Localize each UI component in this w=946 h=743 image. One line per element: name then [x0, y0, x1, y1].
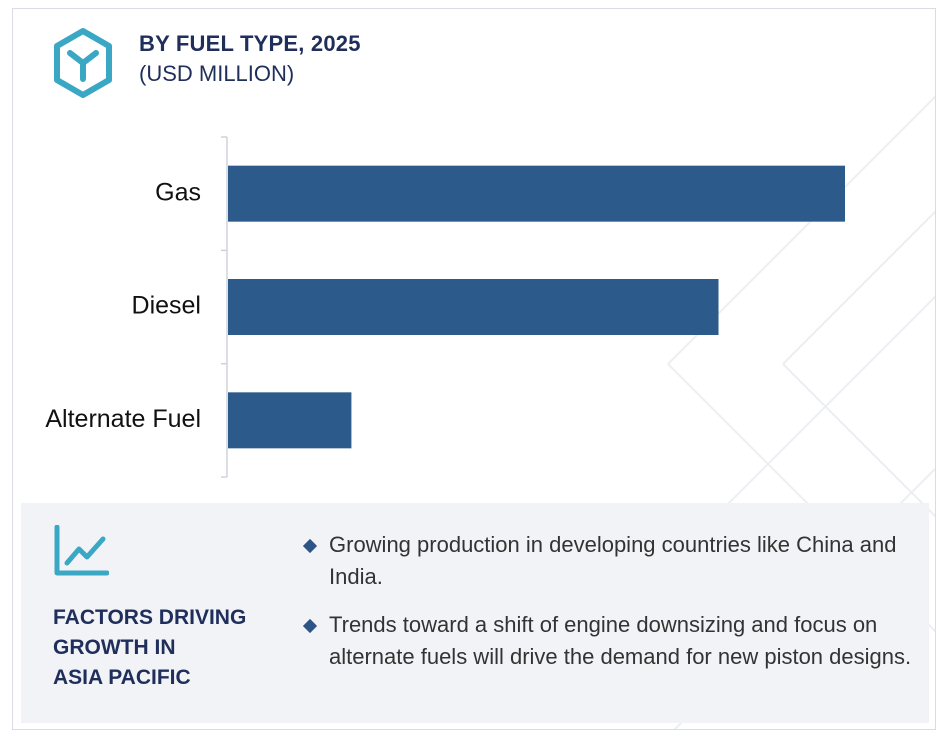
diamond-bullet-icon [302, 538, 318, 554]
bar-chart: Gas Diesel Alternate Fuel [45, 136, 845, 478]
bullet-text: Growing production in developing countri… [329, 532, 897, 589]
category-label: Gas [155, 178, 201, 206]
trend-line-chart-icon [54, 525, 109, 576]
factors-panel: FACTORS DRIVING GROWTH IN ASIA PACIFIC G… [21, 503, 929, 723]
factors-heading-line: ASIA PACIFIC [53, 666, 191, 689]
bullet-item: Trends toward a shift of engine downsizi… [299, 609, 914, 673]
chart-title: BY FUEL TYPE, 2025 [139, 31, 361, 56]
category-label: Alternate Fuel [45, 405, 201, 433]
factors-bullet-list: Growing production in developing countri… [299, 529, 914, 689]
chart-subtitle: (USD MILLION) [139, 61, 295, 86]
hexagon-y-logo-icon [54, 28, 112, 98]
factors-heading-line: FACTORS DRIVING [53, 606, 247, 629]
factors-heading-line: GROWTH IN [53, 636, 176, 659]
bar-alternate-fuel [228, 392, 352, 449]
diamond-bullet-icon [302, 618, 318, 634]
factors-heading: FACTORS DRIVING GROWTH IN ASIA PACIFIC [53, 603, 273, 693]
bar-diesel [228, 279, 719, 335]
bar-gas [228, 165, 845, 222]
infographic-card: BY FUEL TYPE, 2025 (USD MILLION) Gas Dies… [12, 8, 936, 730]
category-label: Diesel [132, 292, 201, 320]
bullet-text: Trends toward a shift of engine downsizi… [329, 612, 912, 669]
bullet-item: Growing production in developing countri… [299, 529, 914, 593]
